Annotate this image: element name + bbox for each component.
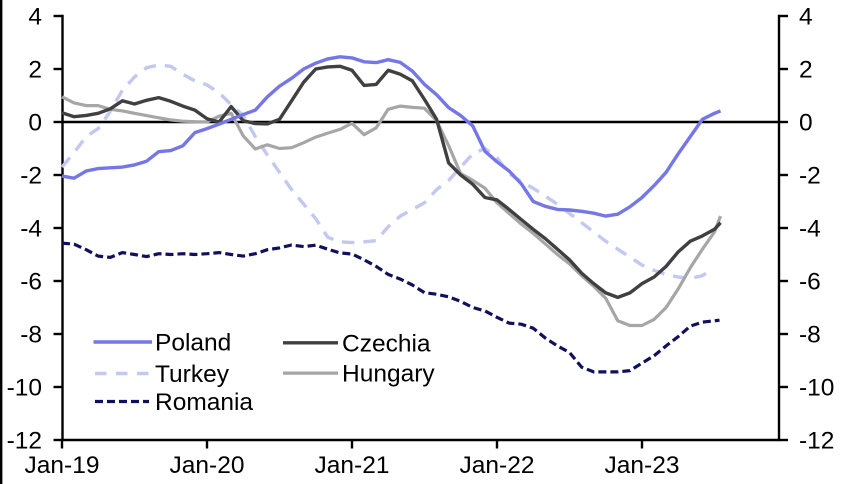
svg-text:-12: -12 — [799, 428, 834, 455]
svg-text:-10: -10 — [799, 375, 834, 402]
svg-text:0: 0 — [28, 110, 42, 137]
svg-text:-4: -4 — [20, 216, 42, 243]
svg-text:Turkey: Turkey — [155, 361, 230, 388]
svg-text:-4: -4 — [799, 216, 821, 243]
svg-text:Jan-20: Jan-20 — [170, 452, 245, 479]
svg-text:0: 0 — [799, 110, 813, 137]
svg-text:-12: -12 — [7, 428, 42, 455]
svg-text:Jan-22: Jan-22 — [460, 452, 535, 479]
svg-text:4: 4 — [28, 4, 42, 31]
svg-text:Hungary: Hungary — [342, 361, 435, 388]
svg-text:-6: -6 — [20, 269, 42, 296]
svg-text:Jan-19: Jan-19 — [25, 452, 100, 479]
svg-text:-2: -2 — [20, 163, 42, 190]
svg-text:Poland: Poland — [155, 330, 231, 357]
svg-text:2: 2 — [28, 57, 42, 84]
svg-text:Jan-21: Jan-21 — [315, 452, 390, 479]
svg-text:Czechia: Czechia — [342, 330, 431, 357]
svg-text:-8: -8 — [799, 322, 821, 349]
svg-text:4: 4 — [799, 4, 813, 31]
svg-text:-8: -8 — [20, 322, 42, 349]
svg-text:-6: -6 — [799, 269, 821, 296]
svg-text:-2: -2 — [799, 163, 821, 190]
svg-text:-10: -10 — [7, 375, 42, 402]
svg-text:Jan-23: Jan-23 — [605, 452, 680, 479]
svg-text:Romania: Romania — [155, 389, 253, 416]
svg-text:2: 2 — [799, 57, 813, 84]
